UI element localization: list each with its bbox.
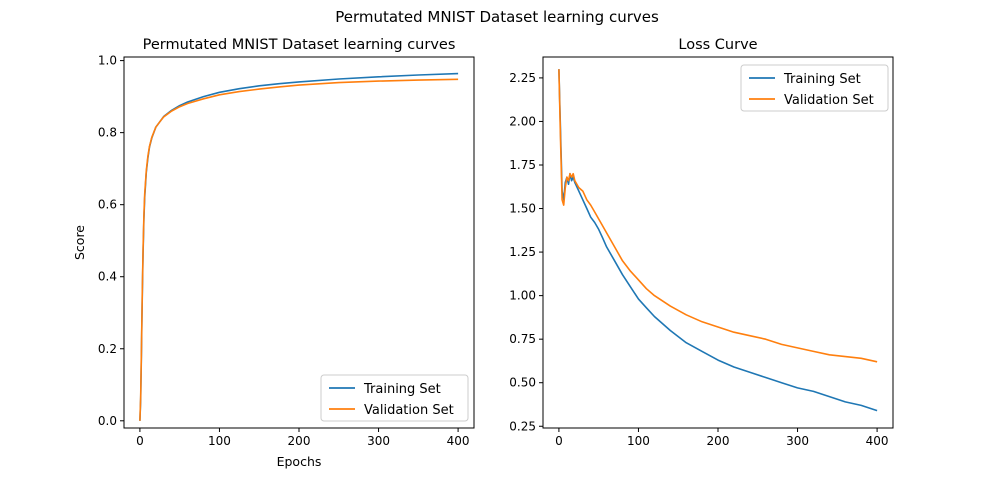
legend-label: Validation Set bbox=[364, 403, 454, 418]
x-tick-label: 0 bbox=[555, 434, 563, 448]
legend-label: Validation Set bbox=[784, 93, 874, 108]
x-tick-label: 100 bbox=[208, 434, 231, 448]
axes-frame bbox=[123, 56, 475, 429]
series-line-training bbox=[139, 72, 459, 421]
y-tick-label: 0.8 bbox=[98, 126, 117, 140]
series-line-training bbox=[558, 69, 878, 412]
y-tick-label: 0.0 bbox=[98, 414, 117, 428]
x-tick-label: 200 bbox=[707, 434, 730, 448]
x-axis-label: Epochs bbox=[277, 454, 322, 469]
legend-label: Training Set bbox=[783, 72, 861, 87]
y-tick-label: 1.75 bbox=[509, 158, 536, 172]
y-tick-label: 1.0 bbox=[98, 54, 117, 68]
legend-label: Training Set bbox=[363, 382, 441, 397]
y-tick-label: 0.75 bbox=[509, 332, 536, 346]
y-tick-label: 0.25 bbox=[509, 419, 536, 433]
loss-curve-axes: 0 100 200 300 400 0.25 0.50 0.75 1.00 1.25 1.50 1.7… bbox=[509, 37, 894, 448]
y-axis-label: Score bbox=[72, 225, 87, 260]
y-tick-label: 0.6 bbox=[98, 198, 117, 212]
y-tick-label: 1.00 bbox=[509, 289, 536, 303]
y-tick-label: 1.50 bbox=[509, 202, 536, 216]
y-tick-label: 1.25 bbox=[509, 245, 536, 259]
y-tick-label: 0.4 bbox=[98, 270, 117, 284]
learning-curve-axes: 0 100 200 300 400 0.0 0.2 0.4 0.6 0.8 1.0 Permutate… bbox=[72, 37, 475, 469]
x-tick-label: 200 bbox=[288, 434, 311, 448]
x-tick-label: 400 bbox=[866, 434, 889, 448]
axes-title: Loss Curve bbox=[678, 37, 757, 53]
x-tick-label: 300 bbox=[367, 434, 390, 448]
x-tick-label: 300 bbox=[786, 434, 809, 448]
x-tick-label: 400 bbox=[447, 434, 470, 448]
figure-suptitle: Permutated MNIST Dataset learning curves bbox=[335, 8, 659, 26]
legend-box bbox=[320, 374, 469, 422]
axes-title: Permutated MNIST Dataset learning curves bbox=[143, 37, 456, 53]
y-tick-label: 0.2 bbox=[98, 342, 117, 356]
series-line-validation bbox=[139, 78, 459, 421]
x-tick-label: 0 bbox=[136, 434, 144, 448]
series-line-validation bbox=[558, 69, 878, 363]
legend-box bbox=[740, 64, 889, 112]
axes-frame bbox=[542, 56, 894, 429]
x-tick-label: 100 bbox=[627, 434, 650, 448]
y-tick-label: 2.00 bbox=[509, 114, 536, 128]
y-tick-label: 2.25 bbox=[509, 71, 536, 85]
y-tick-label: 0.50 bbox=[509, 376, 536, 390]
